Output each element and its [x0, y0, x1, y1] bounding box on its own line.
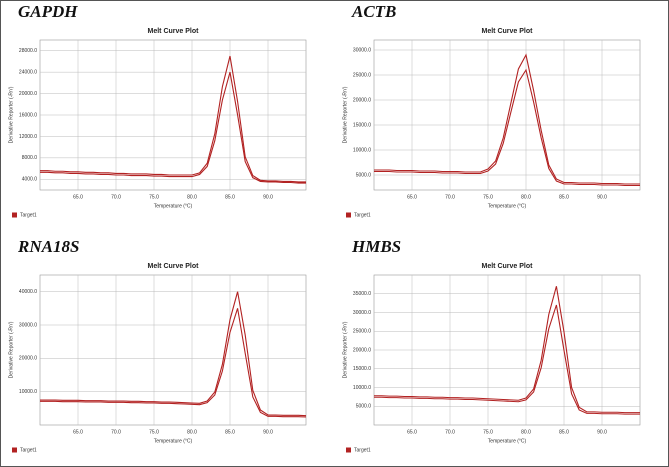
y-tick-label: 5000.0 [356, 404, 372, 410]
melt-curve [40, 55, 306, 183]
y-tick-label: 8000.0 [22, 155, 38, 161]
x-tick-label: 80.0 [521, 194, 531, 200]
melt-curve [40, 291, 307, 417]
legend-label: Target1 [20, 212, 37, 218]
x-axis-label: Temperature (°C) [154, 203, 193, 209]
y-tick-label: 10000.0 [353, 147, 371, 153]
plot-area [373, 39, 641, 191]
y-axis-label: Derivative Reporter (-Rn') [8, 321, 14, 378]
melt-curve [40, 308, 307, 418]
melt-curve [374, 53, 640, 185]
legend-label: Target1 [354, 447, 371, 453]
chart-title: Melt Curve Plot [482, 28, 534, 35]
x-tick-label: 80.0 [521, 429, 531, 435]
y-axis-label: Derivative Reporter (-Rn') [342, 321, 348, 378]
y-tick-label: 35000.0 [353, 291, 371, 297]
y-tick-label: 24000.0 [19, 69, 37, 75]
x-tick-label: 90.0 [263, 194, 273, 200]
plot-area [39, 274, 307, 426]
x-tick-label: 90.0 [263, 429, 273, 435]
y-tick-label: 28000.0 [19, 48, 37, 54]
x-tick-label: 70.0 [111, 194, 121, 200]
melt-curve [374, 304, 640, 415]
x-tick-label: 85.0 [225, 194, 235, 200]
x-axis-label: Temperature (°C) [154, 438, 193, 444]
x-tick-label: 75.0 [149, 194, 159, 200]
x-tick-label: 75.0 [483, 194, 493, 200]
y-tick-label: 16000.0 [19, 112, 37, 118]
x-tick-label: 65.0 [73, 429, 83, 435]
x-tick-label: 90.0 [597, 429, 607, 435]
x-tick-label: 70.0 [111, 429, 121, 435]
chart-title: Melt Curve Plot [482, 263, 534, 270]
y-tick-label: 20000.0 [19, 91, 37, 97]
x-tick-label: 80.0 [187, 429, 197, 435]
legend-swatch [346, 447, 351, 453]
x-tick-label: 65.0 [73, 194, 83, 200]
y-tick-label: 20000.0 [19, 356, 37, 362]
y-tick-label: 4000.0 [22, 177, 38, 183]
x-tick-label: 75.0 [149, 429, 159, 435]
legend-label: Target1 [354, 212, 371, 218]
y-tick-label: 15000.0 [353, 122, 371, 128]
y-tick-label: 30000.0 [353, 47, 371, 53]
melt-curve [374, 68, 640, 187]
y-tick-label: 10000.0 [19, 389, 37, 395]
y-tick-label: 25000.0 [353, 72, 371, 78]
x-axis-label: Temperature (°C) [488, 438, 527, 444]
y-axis-label: Derivative Reporter (-Rn') [8, 86, 14, 143]
x-tick-label: 85.0 [225, 429, 235, 435]
x-tick-label: 65.0 [407, 194, 417, 200]
x-tick-label: 80.0 [187, 194, 197, 200]
panel-label: ACTB [351, 2, 396, 21]
y-tick-label: 30000.0 [353, 310, 371, 316]
panel-label: GAPDH [18, 2, 78, 21]
x-tick-label: 70.0 [445, 429, 455, 435]
y-axis-label: Derivative Reporter (-Rn') [342, 86, 348, 143]
legend-label: Target1 [20, 447, 37, 453]
x-tick-label: 85.0 [559, 429, 569, 435]
x-tick-label: 75.0 [483, 429, 493, 435]
legend-swatch [12, 212, 17, 218]
x-axis-label: Temperature (°C) [488, 203, 527, 209]
y-tick-label: 15000.0 [353, 366, 371, 372]
y-tick-label: 20000.0 [353, 347, 371, 353]
melt-curve [374, 286, 640, 414]
chart-title: Melt Curve Plot [148, 28, 200, 35]
x-tick-label: 85.0 [559, 194, 569, 200]
chart-title: Melt Curve Plot [148, 263, 200, 270]
y-tick-label: 25000.0 [353, 329, 371, 335]
y-tick-label: 20000.0 [353, 97, 371, 103]
panel-label: RNA18S [17, 237, 79, 256]
panel-label: HMBS [351, 237, 401, 256]
y-tick-label: 5000.0 [356, 172, 372, 178]
x-tick-label: 90.0 [597, 194, 607, 200]
x-tick-label: 65.0 [407, 429, 417, 435]
x-tick-label: 70.0 [445, 194, 455, 200]
y-tick-label: 12000.0 [19, 134, 37, 140]
y-tick-label: 10000.0 [353, 385, 371, 391]
y-tick-label: 30000.0 [19, 322, 37, 328]
melt-curve [40, 71, 306, 184]
legend-swatch [12, 447, 17, 453]
y-tick-label: 40000.0 [19, 289, 37, 295]
legend-swatch [346, 212, 351, 218]
